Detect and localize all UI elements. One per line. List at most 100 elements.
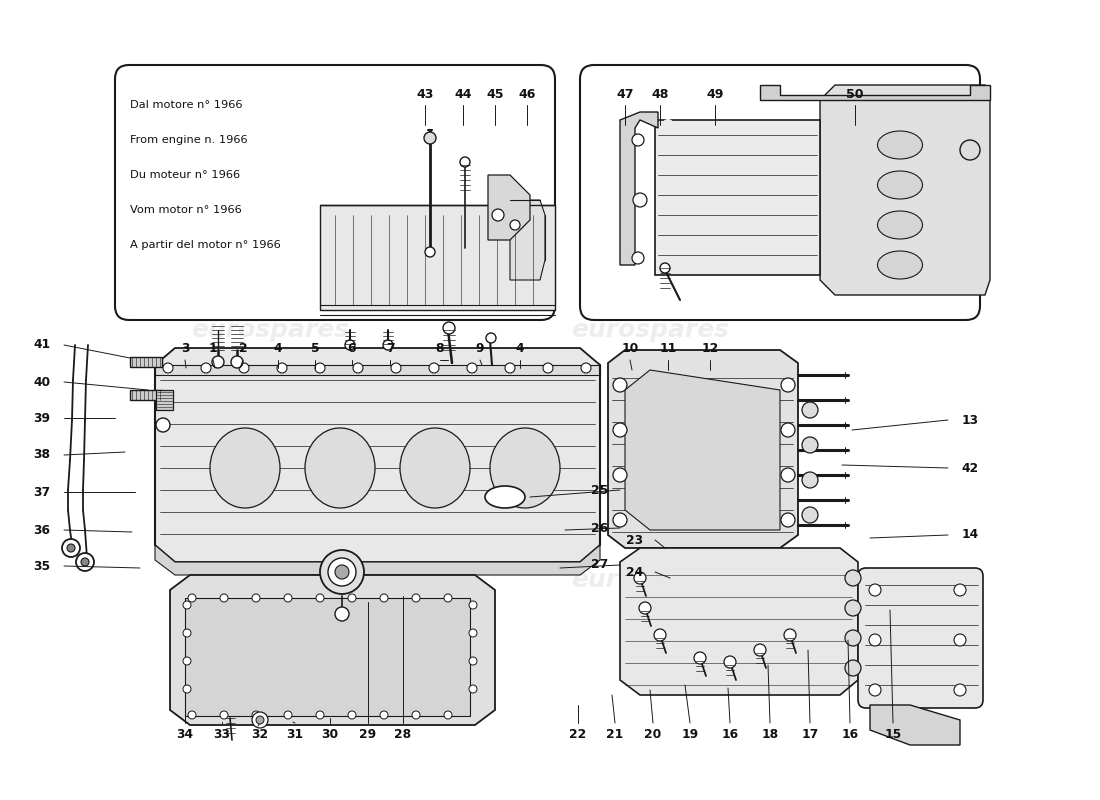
Polygon shape [156,390,173,410]
Polygon shape [130,357,162,367]
Circle shape [724,656,736,668]
Text: 28: 28 [395,729,411,742]
Text: 27: 27 [592,558,608,571]
Circle shape [252,711,260,719]
Text: 30: 30 [321,729,339,742]
Text: 26: 26 [592,522,608,534]
Circle shape [252,594,260,602]
Bar [185,598,470,716]
Text: eurospares: eurospares [571,568,729,592]
Circle shape [510,220,520,230]
Circle shape [869,584,881,596]
Text: 29: 29 [360,729,376,742]
Circle shape [336,565,349,579]
Polygon shape [820,85,990,295]
Circle shape [76,553,94,571]
Text: 20: 20 [645,729,661,742]
Polygon shape [608,350,798,548]
Circle shape [469,685,477,693]
Circle shape [316,711,324,719]
Circle shape [328,558,356,586]
Text: 10: 10 [621,342,639,354]
Circle shape [802,402,818,418]
Text: 32: 32 [252,729,268,742]
Text: 35: 35 [33,559,51,573]
Ellipse shape [878,171,923,199]
Text: 50: 50 [846,89,864,102]
Circle shape [183,601,191,609]
Circle shape [320,550,364,594]
Circle shape [492,209,504,221]
Circle shape [639,602,651,614]
Polygon shape [155,365,600,375]
Circle shape [412,711,420,719]
Circle shape [694,652,706,664]
Circle shape [954,684,966,696]
Text: 47: 47 [616,89,634,102]
Polygon shape [510,200,544,280]
Text: 36: 36 [33,523,51,537]
Circle shape [424,132,436,144]
Text: 16: 16 [722,729,738,742]
Circle shape [845,630,861,646]
Circle shape [81,558,89,566]
Polygon shape [625,370,780,530]
Circle shape [613,513,627,527]
Circle shape [654,629,666,641]
Polygon shape [155,545,600,575]
Circle shape [379,594,388,602]
Circle shape [220,711,228,719]
Circle shape [460,157,470,167]
Circle shape [581,363,591,373]
Circle shape [444,711,452,719]
Circle shape [390,363,402,373]
Circle shape [613,423,627,437]
Ellipse shape [878,211,923,239]
Circle shape [188,594,196,602]
Text: 38: 38 [33,449,51,462]
Circle shape [632,134,644,146]
Circle shape [239,363,249,373]
Circle shape [662,119,674,131]
Circle shape [383,340,393,350]
Circle shape [784,629,796,641]
Text: From engine n. 1966: From engine n. 1966 [130,135,248,145]
Circle shape [543,363,553,373]
Circle shape [379,711,388,719]
Circle shape [781,468,795,482]
Circle shape [845,570,861,586]
Circle shape [220,594,228,602]
Circle shape [163,363,173,373]
Polygon shape [488,175,530,240]
Circle shape [183,685,191,693]
Circle shape [469,629,477,637]
Circle shape [660,263,670,273]
Text: Dal motore n° 1966: Dal motore n° 1966 [130,100,242,110]
Circle shape [469,657,477,665]
Circle shape [284,594,292,602]
Text: 34: 34 [176,729,194,742]
Circle shape [316,594,324,602]
Circle shape [954,584,966,596]
Circle shape [444,594,452,602]
Polygon shape [170,575,495,725]
Text: eurospares: eurospares [571,318,729,342]
Circle shape [954,634,966,646]
FancyBboxPatch shape [116,65,556,320]
Circle shape [353,363,363,373]
Ellipse shape [485,486,525,508]
Circle shape [156,418,170,432]
FancyBboxPatch shape [580,65,980,320]
Circle shape [802,437,818,453]
FancyBboxPatch shape [858,568,983,708]
Text: 49: 49 [706,89,724,102]
Circle shape [632,193,647,207]
Polygon shape [620,112,658,265]
Circle shape [277,363,287,373]
Circle shape [781,423,795,437]
Circle shape [781,378,795,392]
Ellipse shape [210,428,280,508]
Ellipse shape [878,131,923,159]
Text: 19: 19 [681,729,698,742]
Circle shape [613,378,627,392]
